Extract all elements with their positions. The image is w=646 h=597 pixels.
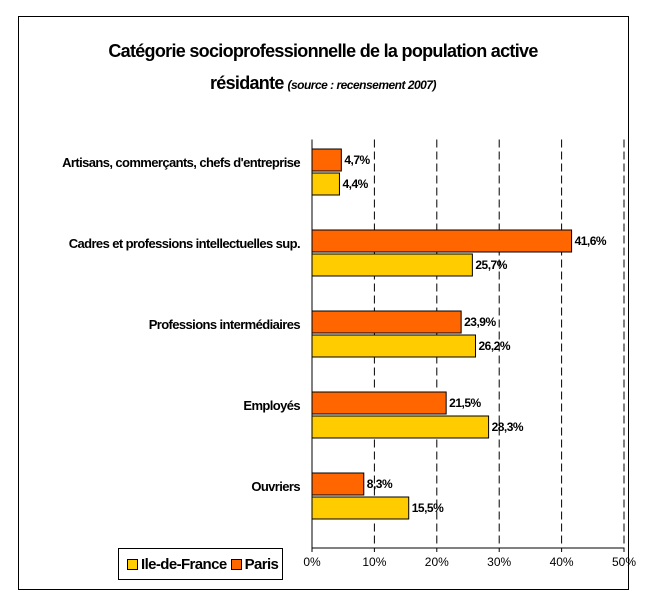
y-tick-label: Artisans, commerçants, chefs d'entrepris… bbox=[62, 155, 300, 170]
legend-label: Paris bbox=[244, 555, 279, 573]
y-tick-label: Cadres et professions intellectuelles su… bbox=[68, 236, 301, 251]
x-tick-label: 50% bbox=[612, 555, 636, 569]
bar bbox=[311, 334, 476, 358]
legend-swatch bbox=[230, 558, 242, 570]
bar bbox=[311, 172, 340, 196]
bar bbox=[311, 472, 365, 496]
bar bbox=[311, 148, 342, 172]
value-label: 25,7% bbox=[475, 258, 507, 272]
value-label: 21,5% bbox=[449, 396, 481, 410]
value-label: 4,7% bbox=[344, 153, 370, 167]
y-tick-label: Professions intermédiaires bbox=[148, 317, 301, 332]
chart-title: Catégorie socioprofessionnelle de la pop… bbox=[108, 41, 538, 93]
bar bbox=[311, 391, 447, 415]
bar bbox=[311, 229, 573, 253]
bar bbox=[311, 310, 462, 334]
x-tick-label: 30% bbox=[487, 555, 511, 569]
bar bbox=[311, 496, 410, 520]
value-label: 8,3% bbox=[367, 477, 393, 491]
value-label: 41,6% bbox=[575, 234, 607, 248]
y-tick-label: Employés bbox=[243, 398, 300, 413]
bar bbox=[311, 253, 473, 277]
value-label: 28,3% bbox=[492, 420, 524, 434]
chart-subtitle: (source : recensement 2007) bbox=[287, 78, 437, 92]
frame bbox=[18, 16, 629, 590]
legend-label: Ile-de-France bbox=[141, 555, 227, 573]
value-label: 26,2% bbox=[478, 339, 510, 353]
x-tick-label: 20% bbox=[425, 555, 449, 569]
legend-swatch bbox=[127, 558, 138, 570]
legend: Ile-de-France Paris bbox=[118, 548, 284, 580]
y-tick-label: Ouvriers bbox=[251, 479, 300, 494]
x-tick-label: 0% bbox=[303, 555, 321, 569]
bar bbox=[311, 415, 490, 439]
x-tick-label: 40% bbox=[550, 555, 574, 569]
title-line: Catégorie socioprofessionnelle de la pop… bbox=[88, 36, 558, 100]
value-label: 15,5% bbox=[412, 501, 444, 515]
x-tick-label: 10% bbox=[362, 555, 386, 569]
value-label: 23,9% bbox=[464, 315, 496, 329]
value-label: 4,4% bbox=[342, 177, 368, 191]
title-block: Catégorie socioprofessionnelle de la pop… bbox=[18, 36, 628, 100]
